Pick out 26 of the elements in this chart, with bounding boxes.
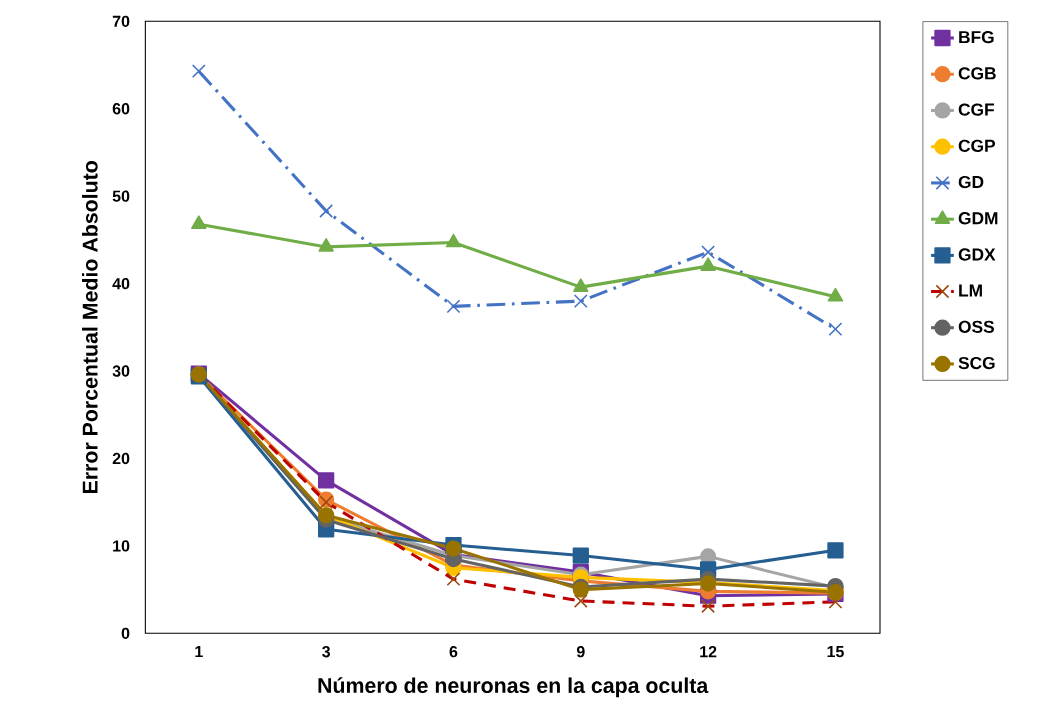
x-tick-label: 3 <box>322 646 331 658</box>
legend-label: CGF <box>958 103 994 116</box>
legend-label: OSS <box>958 320 994 334</box>
y-tick-label: 30 <box>112 365 130 377</box>
legend-label: GDX <box>958 248 996 261</box>
y-tick-label: 50 <box>112 190 130 203</box>
legend-label: SCG <box>958 357 995 370</box>
y-axis-title: Error Porcentual Medio Absoluto <box>82 161 98 494</box>
y-tick-label: 10 <box>113 540 130 552</box>
legend-label: GDM <box>958 212 998 225</box>
x-tick-label: 6 <box>449 646 458 658</box>
y-tick-label: 70 <box>112 15 130 28</box>
x-tick-label: 1 <box>195 646 203 658</box>
x-tick-label: 12 <box>700 646 717 658</box>
y-tick-label: 0 <box>121 627 130 640</box>
legend-label: CGB <box>958 67 996 80</box>
y-tick-label: 20 <box>112 452 130 465</box>
legend-label: GD <box>958 176 984 189</box>
legend-label: BFG <box>959 31 994 44</box>
x-tick-label: 15 <box>827 646 844 658</box>
legend-label: CGP <box>958 139 996 153</box>
legend-label: LM <box>959 284 982 297</box>
x-tick-label: 9 <box>576 646 585 658</box>
y-tick-label: 40 <box>112 278 130 290</box>
y-tick-label: 60 <box>112 103 130 115</box>
x-axis-title: Número de neuronas en la capa oculta <box>318 677 709 698</box>
